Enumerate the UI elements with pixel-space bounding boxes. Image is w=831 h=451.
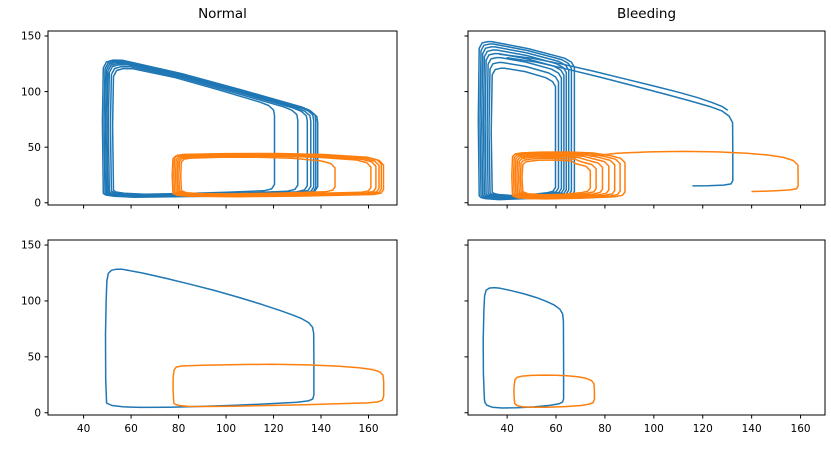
x-tick-label: 160 bbox=[791, 423, 811, 435]
normal-single-blue-trace bbox=[104, 268, 315, 409]
normal-history-axes-frame bbox=[47, 30, 398, 206]
normal-history-orange-trace bbox=[174, 153, 380, 197]
bleeding-single-orange-trace bbox=[513, 374, 596, 409]
bleeding-history-traces bbox=[477, 40, 799, 201]
x-tick-label: 80 bbox=[598, 423, 611, 435]
x-tick-label: 100 bbox=[644, 423, 664, 435]
x-tick-label: 40 bbox=[77, 423, 90, 435]
normal-history-orange-trace bbox=[176, 154, 377, 196]
bleeding-single-blue-trace bbox=[482, 286, 565, 409]
y-tick-label: 150 bbox=[21, 31, 41, 43]
normal-history-blue-trace bbox=[101, 59, 317, 198]
bleeding-history-blue-trace bbox=[477, 40, 576, 201]
y-tick-label: 150 bbox=[21, 240, 41, 252]
x-tick-label: 140 bbox=[311, 423, 331, 435]
bleeding-history-blue-trace bbox=[506, 56, 734, 187]
normal-history-blue-trace bbox=[111, 67, 276, 195]
normal-single-orange-trace bbox=[172, 363, 385, 408]
normal-single-axes-frame bbox=[47, 239, 398, 416]
subplot-bleeding-single: 40 60 80 100 120 140 160 bbox=[464, 239, 826, 435]
bleeding-history-blue-trace bbox=[486, 56, 563, 198]
normal-history-blue-trace bbox=[107, 64, 309, 197]
y-tick-label: 0 bbox=[34, 197, 41, 209]
bleeding-single-axes-frame bbox=[467, 239, 826, 416]
subplot-title-normal: Normal bbox=[198, 6, 247, 22]
x-tick-label: 160 bbox=[358, 423, 378, 435]
y-tick-label: 50 bbox=[28, 142, 41, 154]
bleeding-history-blue-trace bbox=[488, 61, 560, 197]
bleeding-history-orange-trace bbox=[521, 159, 592, 196]
normal-history-blue-trace bbox=[106, 62, 312, 197]
y-tick-label: 100 bbox=[21, 86, 41, 98]
x-tick-label: 100 bbox=[216, 423, 236, 435]
x-tick-label: 60 bbox=[124, 423, 137, 435]
normal-single-traces bbox=[104, 268, 385, 409]
normal-history-orange-trace bbox=[179, 156, 336, 195]
x-tick-label: 60 bbox=[549, 423, 562, 435]
subplot-normal-history: 0 50 100 150 bbox=[21, 30, 398, 209]
bleeding-history-blue-trace bbox=[490, 67, 557, 197]
y-tick-label: 50 bbox=[28, 352, 41, 364]
y-tick-label: 100 bbox=[21, 296, 41, 308]
y-tick-label: 0 bbox=[34, 407, 41, 419]
subplot-bleeding-history bbox=[464, 30, 826, 209]
normal-history-traces bbox=[101, 59, 385, 198]
bleeding-history-blue-trace bbox=[499, 53, 728, 111]
subplot-normal-single: 40 60 80 100 120 140 160 0 50 100 150 bbox=[21, 239, 398, 435]
bleeding-history-axes-frame bbox=[467, 30, 826, 206]
subplot-title-bleeding: Bleeding bbox=[616, 6, 677, 22]
x-tick-label: 120 bbox=[264, 423, 284, 435]
x-tick-label: 80 bbox=[172, 423, 185, 435]
normal-history-blue-trace bbox=[104, 61, 319, 198]
x-tick-label: 40 bbox=[500, 423, 513, 435]
x-tick-label: 140 bbox=[742, 423, 762, 435]
normal-history-orange-trace bbox=[171, 153, 385, 198]
bleeding-history-orange-trace bbox=[589, 150, 799, 193]
x-tick-label: 120 bbox=[693, 423, 713, 435]
bleeding-single-traces bbox=[482, 286, 596, 409]
